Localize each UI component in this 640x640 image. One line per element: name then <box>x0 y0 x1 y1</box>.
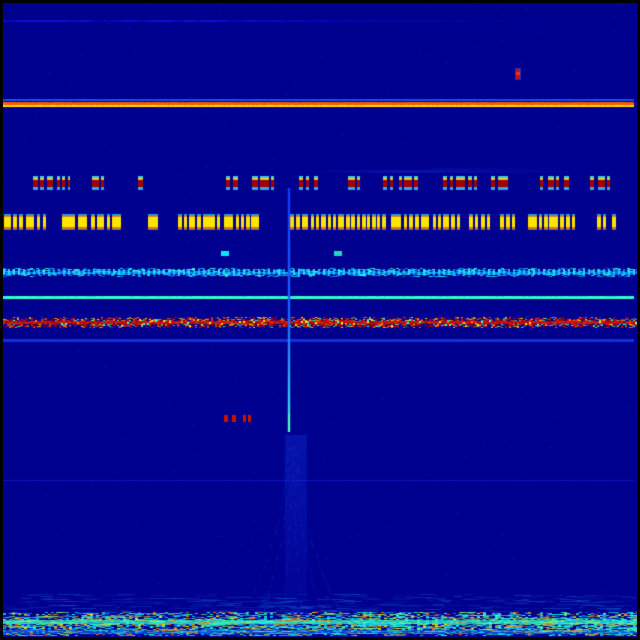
spectrogram-canvas[interactable] <box>3 3 637 637</box>
spectrogram-plot-area[interactable] <box>3 3 637 637</box>
